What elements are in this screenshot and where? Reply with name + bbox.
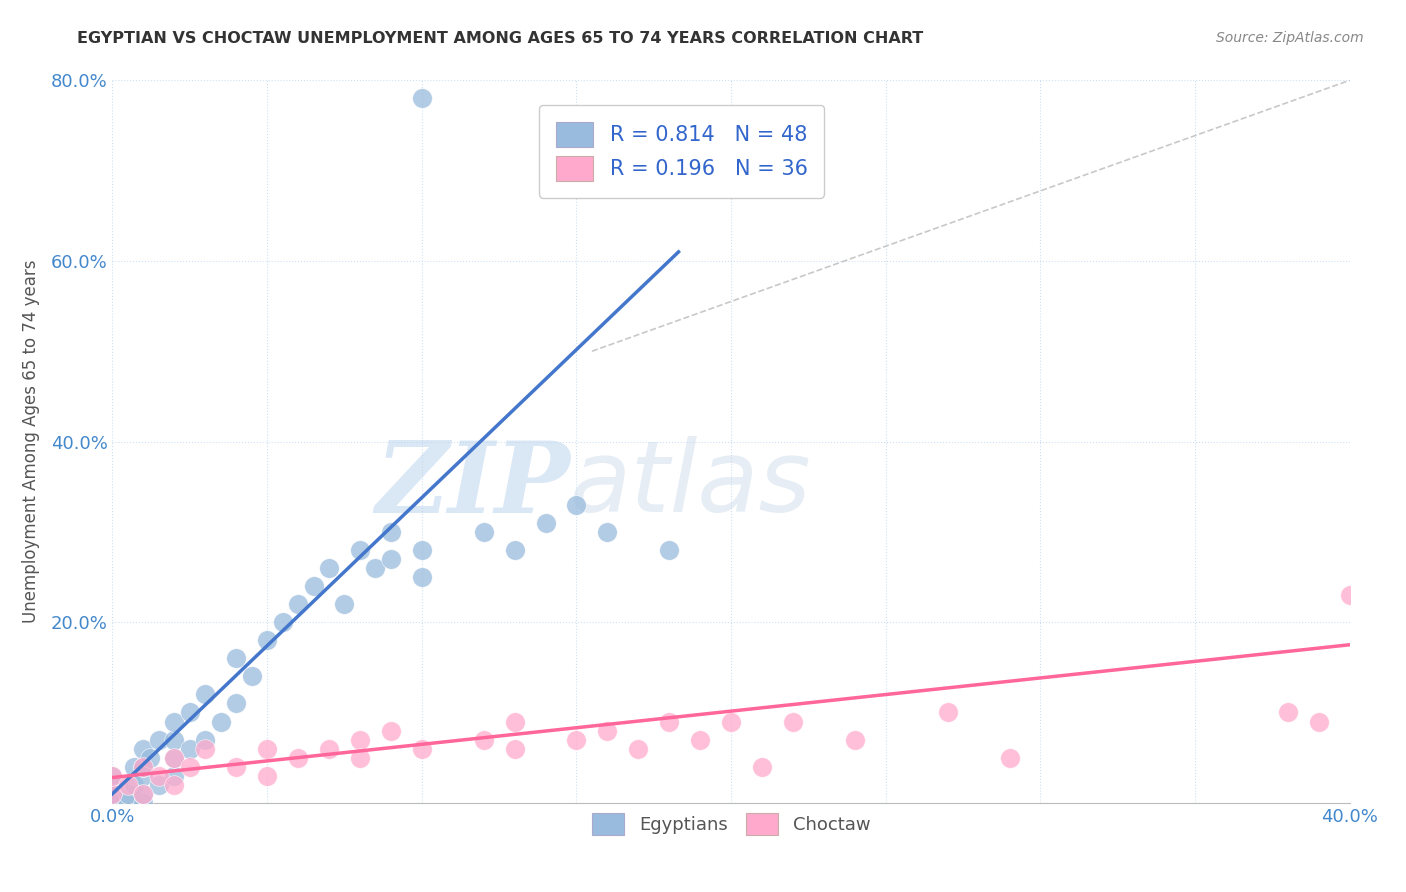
- Point: [998, 750, 1021, 764]
- Point: [411, 91, 433, 105]
- Point: [148, 778, 170, 792]
- Point: [209, 714, 232, 729]
- Point: [101, 778, 124, 792]
- Point: [163, 732, 186, 747]
- Point: [380, 723, 402, 738]
- Point: [411, 570, 433, 584]
- Point: [117, 796, 139, 810]
- Point: [132, 769, 155, 783]
- Point: [411, 542, 433, 557]
- Point: [287, 750, 309, 764]
- Point: [302, 579, 325, 593]
- Point: [132, 787, 155, 801]
- Point: [117, 787, 139, 801]
- Point: [148, 769, 170, 783]
- Text: atlas: atlas: [571, 436, 811, 533]
- Point: [256, 769, 278, 783]
- Point: [627, 741, 650, 756]
- Point: [122, 778, 145, 792]
- Point: [1308, 714, 1330, 729]
- Point: [503, 714, 526, 729]
- Point: [194, 732, 217, 747]
- Point: [122, 760, 145, 774]
- Point: [565, 498, 588, 512]
- Text: Source: ZipAtlas.com: Source: ZipAtlas.com: [1216, 31, 1364, 45]
- Point: [101, 769, 124, 783]
- Point: [101, 787, 124, 801]
- Point: [720, 714, 742, 729]
- Point: [596, 524, 619, 539]
- Point: [844, 732, 866, 747]
- Point: [179, 706, 201, 720]
- Point: [503, 741, 526, 756]
- Point: [225, 651, 247, 665]
- Point: [101, 769, 124, 783]
- Point: [179, 760, 201, 774]
- Point: [117, 778, 139, 792]
- Point: [658, 542, 681, 557]
- Point: [132, 796, 155, 810]
- Point: [225, 697, 247, 711]
- Point: [194, 687, 217, 701]
- Text: ZIP: ZIP: [375, 437, 571, 533]
- Point: [287, 597, 309, 611]
- Point: [380, 552, 402, 566]
- Point: [534, 516, 557, 530]
- Point: [132, 787, 155, 801]
- Point: [318, 561, 340, 575]
- Point: [1339, 588, 1361, 602]
- Point: [138, 750, 160, 764]
- Point: [163, 750, 186, 764]
- Point: [349, 732, 371, 747]
- Point: [782, 714, 804, 729]
- Point: [256, 633, 278, 648]
- Point: [411, 741, 433, 756]
- Point: [101, 791, 124, 805]
- Point: [101, 796, 124, 810]
- Point: [936, 706, 959, 720]
- Point: [318, 741, 340, 756]
- Point: [132, 760, 155, 774]
- Point: [132, 760, 155, 774]
- Point: [163, 714, 186, 729]
- Point: [163, 769, 186, 783]
- Point: [148, 732, 170, 747]
- Point: [1277, 706, 1299, 720]
- Point: [349, 750, 371, 764]
- Point: [503, 542, 526, 557]
- Point: [225, 760, 247, 774]
- Point: [349, 542, 371, 557]
- Point: [179, 741, 201, 756]
- Point: [751, 760, 773, 774]
- Point: [689, 732, 711, 747]
- Point: [101, 787, 124, 801]
- Point: [472, 524, 495, 539]
- Point: [658, 714, 681, 729]
- Point: [163, 750, 186, 764]
- Point: [472, 732, 495, 747]
- Point: [596, 723, 619, 738]
- Point: [256, 741, 278, 756]
- Point: [240, 669, 263, 683]
- Legend: Egyptians, Choctaw: Egyptians, Choctaw: [583, 805, 879, 845]
- Text: EGYPTIAN VS CHOCTAW UNEMPLOYMENT AMONG AGES 65 TO 74 YEARS CORRELATION CHART: EGYPTIAN VS CHOCTAW UNEMPLOYMENT AMONG A…: [77, 31, 924, 46]
- Point: [333, 597, 356, 611]
- Y-axis label: Unemployment Among Ages 65 to 74 years: Unemployment Among Ages 65 to 74 years: [21, 260, 39, 624]
- Point: [163, 778, 186, 792]
- Point: [132, 741, 155, 756]
- Point: [364, 561, 387, 575]
- Point: [194, 741, 217, 756]
- Point: [565, 732, 588, 747]
- Point: [271, 615, 294, 630]
- Point: [380, 524, 402, 539]
